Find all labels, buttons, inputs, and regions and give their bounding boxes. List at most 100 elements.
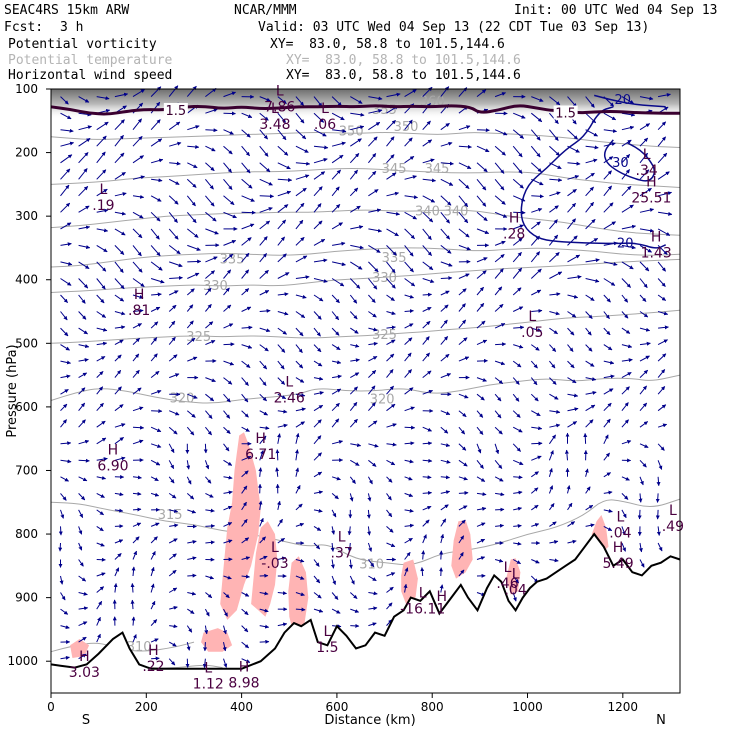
wind-vector (494, 92, 506, 98)
wind-vector (187, 162, 198, 169)
wind-vector (368, 208, 382, 213)
wind-vector (458, 393, 469, 399)
wind-vector (295, 187, 307, 197)
wind-vector (368, 108, 383, 114)
wind-vector (366, 509, 371, 519)
wind-vector (78, 137, 91, 147)
wind-vector (639, 208, 654, 213)
wind-vector (585, 360, 595, 367)
wind-vector (657, 339, 668, 346)
wind-vector (259, 129, 268, 140)
wind-vector (531, 96, 544, 102)
wind-vector (386, 542, 396, 548)
wind-vector (476, 339, 488, 346)
wind-vector (585, 523, 595, 528)
wind-vector (549, 327, 558, 335)
wind-vector (96, 169, 107, 180)
wind-vector (187, 125, 200, 131)
wind-vector (114, 436, 124, 445)
wind-vector (350, 261, 363, 270)
wind-vector (205, 128, 218, 133)
wind-vector (439, 550, 444, 560)
wind-vector (621, 112, 636, 117)
wind-vector (476, 393, 485, 401)
wind-vector (78, 458, 90, 463)
field-name-theta: Potential temperature (8, 53, 173, 68)
wind-vector (657, 261, 666, 272)
wind-vector (313, 186, 323, 197)
wind-vector (639, 443, 649, 448)
wind-vector (331, 261, 346, 267)
wind-vector (531, 471, 539, 478)
wind-vector (585, 294, 595, 302)
wind-vector (404, 261, 414, 273)
terrain-line (50, 532, 681, 670)
low-marker: L (321, 101, 329, 117)
wind-vector (440, 304, 449, 312)
wind-vector (259, 410, 268, 416)
high-marker: H (436, 589, 447, 605)
wind-vector (440, 161, 454, 166)
wind-vector (404, 155, 415, 164)
y-tick-label: 300 (15, 209, 38, 223)
wind-vector (187, 540, 197, 544)
wind-vector (205, 410, 213, 419)
label-mask (163, 102, 188, 117)
theta-contour-335 (50, 247, 681, 268)
wind-vector (549, 311, 560, 316)
wind-vector (494, 145, 506, 156)
wind-vector (404, 119, 413, 131)
wind-vector (422, 211, 434, 223)
wind-vector (512, 410, 521, 418)
field-xy-wind: XY= 83.0, 58.8 to 101.5,144.6 (286, 68, 521, 83)
wind-vector (639, 369, 649, 378)
wind-vector (440, 319, 448, 329)
wind-vector (331, 294, 340, 304)
wind-vector (60, 374, 71, 379)
wind-vector (422, 195, 436, 203)
wind-vector (422, 352, 430, 362)
wind-vector (440, 122, 450, 131)
wind-vector (132, 308, 144, 313)
wind-vector (313, 542, 321, 550)
wind-vector (187, 556, 197, 561)
wind-vector (96, 188, 108, 197)
wind-vector (439, 584, 444, 593)
wind-vector (368, 261, 379, 273)
wind-vector (512, 145, 523, 158)
wind-vector (169, 523, 179, 528)
wind-vector (96, 509, 104, 516)
wind-vector (60, 261, 73, 266)
wind-vector (404, 476, 413, 481)
wind-vector (512, 443, 521, 452)
wind-vector (168, 553, 177, 560)
wind-vector (349, 386, 358, 395)
wind-vector (530, 162, 542, 173)
wind-vector (440, 290, 450, 296)
wind-vector (512, 426, 523, 433)
wind-vector (295, 503, 303, 511)
wind-vector (621, 139, 632, 147)
wind-vector (331, 169, 341, 180)
wind-vector (530, 251, 541, 263)
low-marker: L (512, 567, 520, 583)
y-tick-label: 700 (15, 463, 38, 477)
wind-vector (132, 194, 145, 199)
wind-vector (567, 254, 581, 263)
wind-vector (169, 261, 183, 268)
extremum-value: 1.43 (641, 246, 672, 262)
wind-vector (549, 129, 559, 141)
wind-vector (205, 256, 218, 263)
wind-vector (621, 96, 635, 104)
wind-vector (277, 622, 288, 627)
wind-vector (603, 129, 617, 133)
wind-vector (187, 259, 202, 264)
wind-vector (440, 490, 451, 495)
extremum-value: .19 (92, 198, 114, 214)
endpoint-right-label: N (656, 713, 666, 728)
wind-vector (168, 195, 179, 205)
wind-vector (603, 418, 611, 428)
wind-vector (150, 306, 161, 312)
wind-vector (241, 344, 253, 349)
wind-vector (258, 467, 263, 477)
